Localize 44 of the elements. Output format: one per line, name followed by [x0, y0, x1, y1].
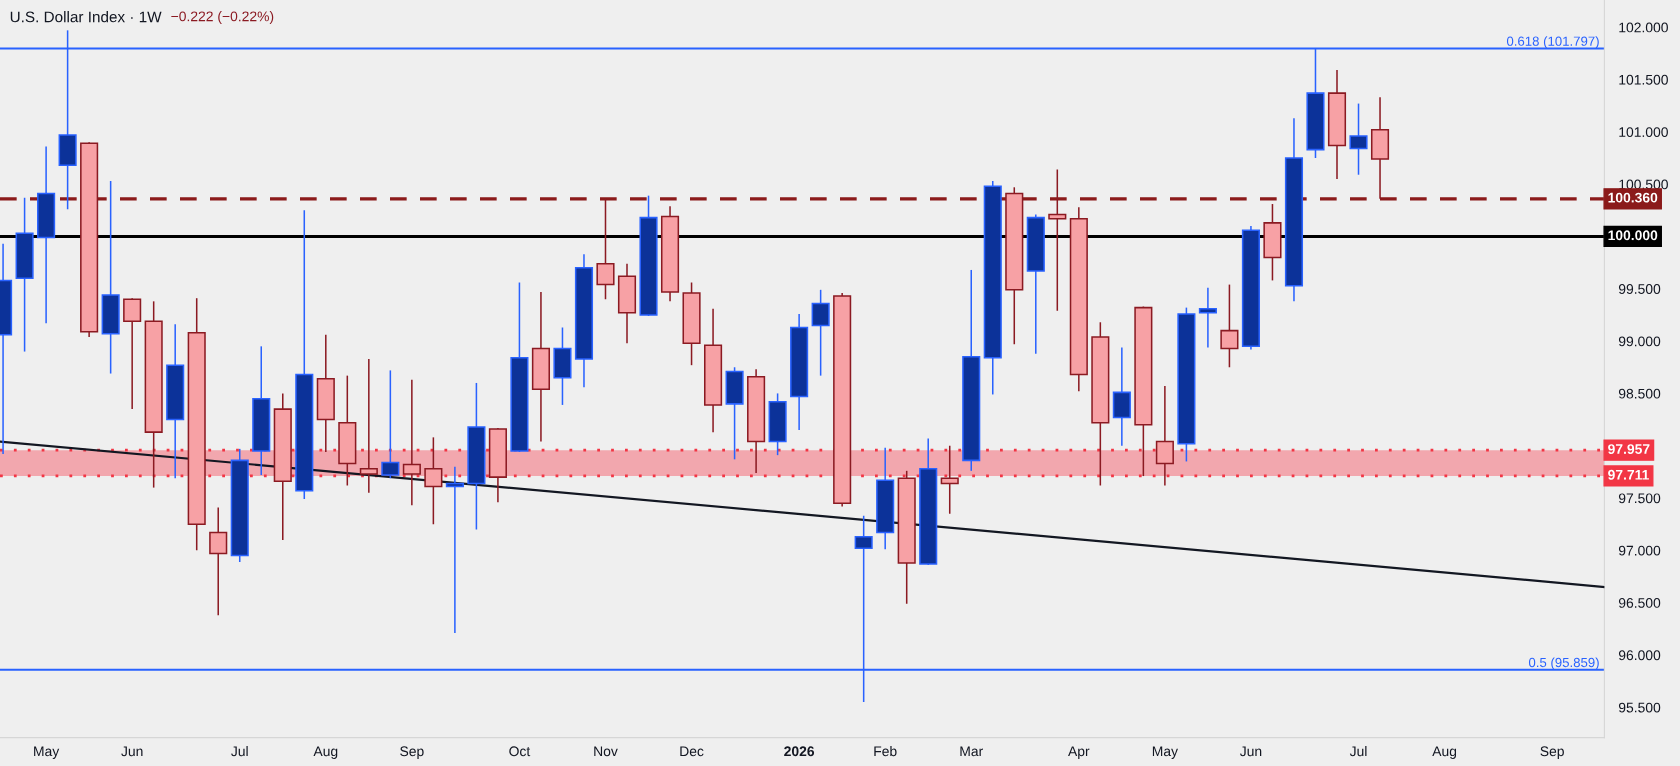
ref-line-label: 100.360 [1608, 192, 1658, 203]
candlestick [1198, 286, 1217, 349]
y-tick-label: 99.500 [1618, 284, 1661, 294]
x-tick-label: Jun [121, 746, 143, 757]
candlestick [209, 506, 228, 617]
x-tick-label: 2026 [784, 746, 815, 757]
ref-line-label: 0.618 (101.797) [1506, 36, 1599, 49]
x-tick-label: May [34, 746, 60, 759]
ref-line-label: 100.000 [1608, 230, 1658, 241]
x-tick-label: Jun [1239, 746, 1262, 757]
x-tick-label: Sep [1540, 746, 1564, 759]
y-tick-label: 99.000 [1618, 336, 1661, 347]
text: −0.222 (−0.22%) [171, 11, 274, 25]
x-tick-label: Dec [680, 746, 704, 757]
ref-line-label: 0.5 (95.859) [1528, 657, 1599, 670]
y-tick-label: 101.500 [1619, 74, 1668, 85]
candlestick [1349, 102, 1368, 176]
y-tick-label: 96.000 [1618, 650, 1661, 661]
x-tick-label: Nov [594, 746, 618, 757]
candlestick [381, 369, 400, 479]
y-tick-label: 97.500 [1618, 493, 1661, 504]
y-tick-label: 95.500 [1618, 702, 1661, 713]
y-tick-label: 98.500 [1618, 388, 1661, 399]
x-tick-label: Feb [874, 745, 897, 757]
text: U.S. Dollar Index · 1W [10, 11, 162, 23]
y-tick-label: 96.500 [1618, 598, 1661, 608]
y-tick-label: 102.000 [1619, 22, 1668, 33]
candlestick [811, 289, 830, 377]
candlestick [1220, 283, 1239, 369]
x-tick-label: Aug [1432, 746, 1457, 759]
y-tick-label: 100.500 [1619, 179, 1668, 190]
ref-line-label: 97.711 [1608, 469, 1649, 480]
x-tick-label: Jul [231, 745, 248, 757]
y-tick-label: 97.000 [1618, 545, 1661, 556]
ref-line-label: 97.957 [1608, 444, 1650, 454]
x-tick-label: May [1152, 746, 1178, 759]
y-tick-label: 101.000 [1619, 127, 1668, 138]
candlestick [123, 297, 142, 410]
x-tick-label: Jul [1349, 745, 1367, 757]
x-tick-label: Apr [1068, 746, 1090, 759]
x-tick-label: Sep [400, 746, 424, 759]
x-tick-label: Oct [509, 746, 531, 757]
x-tick-label: Mar [960, 746, 983, 757]
x-tick-label: Aug [313, 746, 338, 759]
